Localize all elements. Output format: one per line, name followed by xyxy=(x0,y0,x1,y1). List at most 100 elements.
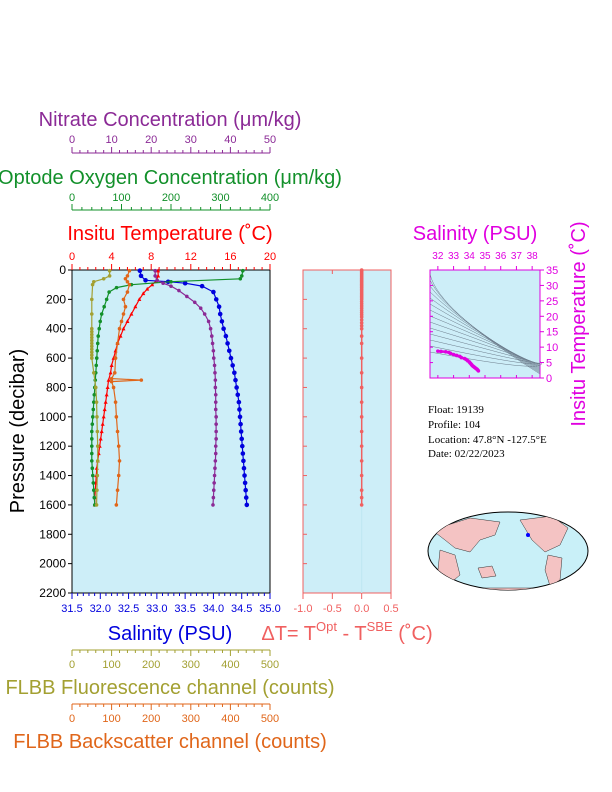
ts-y-tick-label: 35 xyxy=(546,265,558,277)
temperature-point xyxy=(118,333,123,338)
salinity-point xyxy=(240,451,246,456)
delta-t-label-sup2: SBE xyxy=(367,619,393,634)
delta-t-label-unit: (˚C) xyxy=(393,623,433,645)
ts-y-tick-label: 30 xyxy=(546,280,558,292)
fluorescence-point xyxy=(90,353,94,357)
fluorescence-point xyxy=(93,385,98,390)
nitrate-tick-label: 10 xyxy=(105,134,117,146)
salinity-point xyxy=(235,392,241,398)
temperature-point xyxy=(109,363,114,368)
fluorescence-point xyxy=(90,338,94,343)
pressure-tick-label: 600 xyxy=(46,351,66,365)
temperature-tick-label: 16 xyxy=(224,251,236,263)
ts-x-tick-label: 33 xyxy=(448,251,460,262)
backscatter-tick-label: 100 xyxy=(102,713,120,725)
oxygen-tick-label: 400 xyxy=(261,192,279,204)
nitrate-point xyxy=(214,422,218,426)
salinity-tick-label: 34.5 xyxy=(231,603,252,615)
oxygen-point xyxy=(91,400,96,404)
backscatter-point xyxy=(115,341,120,346)
oxygen-point xyxy=(96,334,101,338)
salinity-point xyxy=(213,297,219,302)
salinity-point xyxy=(242,473,247,478)
oxygen-point xyxy=(99,312,104,316)
delta-t-point xyxy=(359,444,364,448)
ts-density-contour xyxy=(429,345,541,365)
salinity-point xyxy=(221,326,226,332)
oxygen-point xyxy=(95,348,100,353)
temperature-point xyxy=(102,407,107,412)
pressure-axis-title: Pressure (decibar) xyxy=(7,349,29,514)
nitrate-point xyxy=(213,400,218,404)
backscatter-point xyxy=(109,376,114,381)
oxygen-point xyxy=(95,341,100,346)
temperature-tick-label: 12 xyxy=(185,251,197,263)
nitrate-tick-label: 30 xyxy=(185,134,197,146)
ts-panel-background xyxy=(429,269,541,379)
delta-t-label-sup1: Opt xyxy=(316,619,337,634)
salinity-point xyxy=(241,458,246,464)
fluorescence-point xyxy=(94,503,99,507)
nitrate-point xyxy=(214,415,218,419)
ts-point xyxy=(459,355,464,360)
temperature-point xyxy=(133,304,138,309)
oxygen-axis-title: Optode Oxygen Concentration (μm/kg) xyxy=(0,167,342,189)
backscatter-point xyxy=(125,279,130,284)
ts-density-contours xyxy=(429,273,542,375)
pressure-tick-label: 1600 xyxy=(39,498,66,512)
ts-y-tick-label: 20 xyxy=(546,311,558,323)
nitrate-point xyxy=(202,312,207,316)
salinity-point xyxy=(226,348,232,354)
salinity-point xyxy=(241,465,247,471)
nitrate-point xyxy=(208,326,213,331)
backscatter-point xyxy=(127,268,132,273)
temperature-point xyxy=(104,392,109,397)
ts-x-tick-label: 37 xyxy=(511,251,523,262)
delta-t-series-group xyxy=(359,268,364,593)
nitrate-point xyxy=(192,300,197,305)
ts-y-tick-label: 5 xyxy=(546,358,552,370)
nitrate-point xyxy=(153,274,157,278)
profile-panel: 0200400600800100012001400160018002000220… xyxy=(39,134,280,725)
pressure-tick-label: 1000 xyxy=(39,410,66,424)
salinity-point xyxy=(225,341,230,346)
backscatter-point xyxy=(113,356,118,360)
delta-t-point xyxy=(359,334,364,338)
ts-point xyxy=(451,352,456,357)
salinity-point xyxy=(228,355,234,361)
salinity-point xyxy=(236,399,242,405)
float-info: Float: 19139 Profile: 104 Location: 47.8… xyxy=(428,404,547,460)
oxygen-tick-label: 100 xyxy=(112,192,130,204)
backscatter-tick-label: 0 xyxy=(69,713,75,725)
fluorescence-point xyxy=(101,277,106,281)
oxygen-point xyxy=(90,437,94,441)
delta-t-label-part2: - T xyxy=(337,623,367,645)
profile-number: Profile: 104 xyxy=(428,419,481,431)
backscatter-point xyxy=(112,370,117,375)
temperature-point xyxy=(98,436,103,441)
salinity-point xyxy=(232,370,237,376)
temperature-point xyxy=(156,273,161,278)
salinity-point xyxy=(233,377,238,383)
nitrate-tick-label: 0 xyxy=(69,134,75,146)
backscatter-point xyxy=(113,400,118,404)
salinity-point xyxy=(243,495,249,500)
oxygen-point xyxy=(169,279,173,284)
ts-point xyxy=(439,349,443,354)
nitrate-point xyxy=(213,378,218,382)
fluorescence-point xyxy=(90,356,94,360)
salinity-tick-label: 34.0 xyxy=(203,603,224,615)
temperature-point xyxy=(156,268,161,273)
fluorescence-point xyxy=(91,279,96,284)
ts-point xyxy=(454,353,459,358)
delta-t-tick-label: -0.5 xyxy=(323,603,342,615)
oxygen-point xyxy=(90,466,95,471)
salinity-axis-title: Salinity (PSU) xyxy=(108,623,232,645)
salinity-point xyxy=(216,304,222,310)
backscatter-tick-label: 400 xyxy=(221,713,239,725)
nitrate-point xyxy=(211,503,215,507)
salinity-point xyxy=(211,289,216,295)
temperature-point xyxy=(137,297,142,301)
temperature-point xyxy=(105,385,110,390)
